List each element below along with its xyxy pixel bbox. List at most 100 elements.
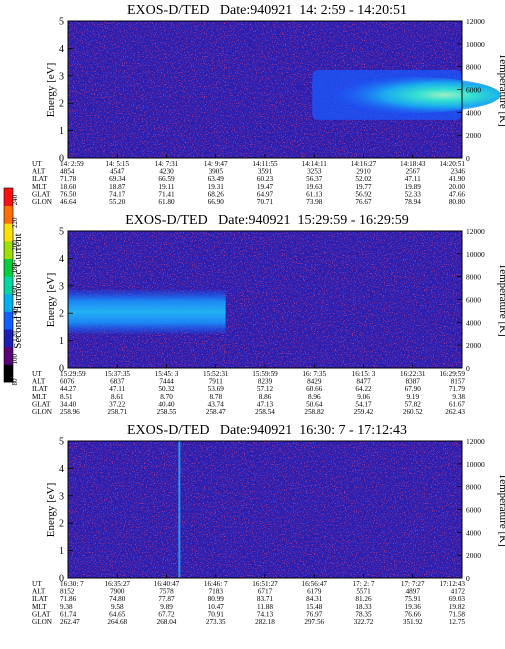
table-cell: 15.48 [306, 603, 323, 611]
table-cell: 262.47 [60, 618, 80, 626]
table-cell: 78.94 [405, 198, 422, 206]
y-tick-label: 0 [59, 154, 64, 165]
table-cell: 16:40:47 [154, 580, 180, 588]
table-cell: 40.40 [158, 400, 175, 408]
table-cell: 41.90 [449, 175, 466, 183]
table-cell: 54.17 [355, 400, 372, 408]
panel-title: EXOS-D/TED Date:940921 14: 2:59 - 14:20:… [127, 3, 407, 18]
table-cell: 4172 [451, 588, 466, 596]
table-cell: 6179 [307, 588, 322, 596]
table-cell: 76.97 [306, 610, 323, 618]
table-cell: 10.47 [208, 603, 225, 611]
table-cell: 19.89 [405, 183, 422, 191]
table-cell: 61.74 [60, 610, 77, 618]
table-cell: 19.63 [306, 183, 323, 191]
table-cell: 69.34 [109, 175, 126, 183]
table-cell: 8.70 [160, 393, 173, 401]
table-cell: 47.11 [109, 385, 125, 393]
table-cell: 6717 [258, 588, 273, 596]
table-cell: 258.54 [255, 408, 275, 416]
table-cell: 19.11 [159, 183, 175, 191]
y-tick-label: 5 [59, 17, 64, 28]
panel-1: EXOS-D/TED Date:940921 14: 2:59 - 14:20:… [32, 3, 505, 206]
table-cell: 75.91 [405, 595, 422, 603]
table-cell: 258.96 [60, 408, 80, 416]
y-tick-label: 3 [59, 281, 64, 292]
panel-title: EXOS-D/TED Date:940921 16:30: 7 - 17:12:… [127, 423, 407, 438]
table-row-label: GLAT [32, 610, 51, 618]
table-cell: 9.89 [160, 603, 173, 611]
table-cell: 297.56 [304, 618, 324, 626]
table-cell: 81.26 [355, 595, 372, 603]
colorbar-tick-label: 120 [11, 331, 19, 342]
table-row-label: GLAT [32, 400, 51, 408]
colorbar: 80 100 120 140 160 180 200 220 240 Second Harmon… [3, 187, 24, 386]
table-cell: 9.06 [357, 393, 370, 401]
y-tick-label-right: 4000 [466, 318, 481, 327]
table-cell: 19.36 [405, 603, 422, 611]
table-cell: 57.82 [405, 400, 422, 408]
table-cell: 14: 9:47 [204, 160, 228, 168]
table-cell: 8152 [60, 588, 75, 596]
table-cell: 3905 [209, 168, 224, 176]
table-cell: 260.52 [403, 408, 423, 416]
table-row-label: UT [32, 580, 42, 588]
table-cell: 8387 [406, 378, 421, 386]
colorbar-tick-label: 140 [11, 308, 19, 319]
table-cell: 8477 [356, 378, 371, 386]
table-cell: 264.68 [107, 618, 127, 626]
table-cell: 16:15: 3 [352, 370, 376, 378]
table-cell: 80.80 [449, 198, 466, 206]
table-cell: 8239 [258, 378, 273, 386]
table-cell: 47.13 [257, 400, 274, 408]
table-cell: 53.69 [208, 385, 225, 393]
table-cell: 17: 7:27 [401, 580, 425, 588]
table-cell: 273.35 [206, 618, 226, 626]
colorbar-frame [3, 187, 14, 383]
table-cell: 78.35 [355, 610, 372, 618]
table-cell: 15:37:35 [104, 370, 130, 378]
colorbar-tick-label: 160 [11, 285, 19, 296]
table-cell: 64.65 [109, 610, 126, 618]
heatmap-plot: 0 1 2 3 4 5 0 2000 4000 6000 8000 10000 12000 UT 14: 2… [32, 17, 501, 206]
table-cell: 14:11:55 [252, 160, 278, 168]
table-cell: 268.04 [157, 618, 177, 626]
table-cell: 16: 7:35 [302, 370, 326, 378]
table-cell: 14:18:43 [400, 160, 426, 168]
colorbar-cell [4, 293, 13, 312]
table-cell: 18.60 [60, 183, 77, 191]
table-cell: 71.79 [449, 385, 466, 393]
table-cell: 71.41 [158, 190, 175, 198]
table-row-label: MLT [32, 393, 47, 401]
table-cell: 64.97 [257, 190, 274, 198]
table-row-label: ALT [32, 168, 46, 176]
table-cell: 71.86 [60, 595, 77, 603]
colorbar-tick-label: 80 [11, 378, 19, 386]
table-cell: 80.99 [208, 595, 225, 603]
colorbar-label: Second Harmonic Current [12, 233, 24, 348]
table-cell: 19.77 [355, 183, 372, 191]
table-cell: 50.32 [158, 385, 175, 393]
table-cell: 258.47 [206, 408, 226, 416]
heatmap-plot: 0 1 2 3 4 5 0 2000 4000 6000 8000 10000 12000 UT 15:29… [32, 227, 485, 417]
y-tick-label: 0 [59, 364, 64, 375]
table-cell: 66.59 [158, 175, 175, 183]
table-cell: 4230 [159, 168, 174, 176]
table-cell: 74.13 [257, 610, 274, 618]
panel-3: EXOS-D/TED Date:940921 16:30: 7 - 17:12:… [32, 423, 505, 626]
y-tick-label-right: 2000 [466, 551, 481, 560]
table-cell: 47.66 [449, 190, 466, 198]
table-cell: 322.72 [354, 618, 374, 626]
y-tick-label-right: 10000 [466, 460, 485, 469]
table-row-label: ALT [32, 588, 46, 596]
table-cell: 15:45: 3 [155, 370, 179, 378]
table-cell: 258.55 [157, 408, 177, 416]
table-cell: 70.71 [257, 198, 274, 206]
table-cell: 68.26 [208, 190, 225, 198]
table-cell: 56.92 [355, 190, 372, 198]
table-cell: 76.50 [60, 190, 77, 198]
table-row-label: MLT [32, 603, 47, 611]
table-cell: 2910 [356, 168, 371, 176]
table-cell: 76.67 [355, 198, 372, 206]
colorbar-tick-label: 180 [11, 263, 19, 274]
